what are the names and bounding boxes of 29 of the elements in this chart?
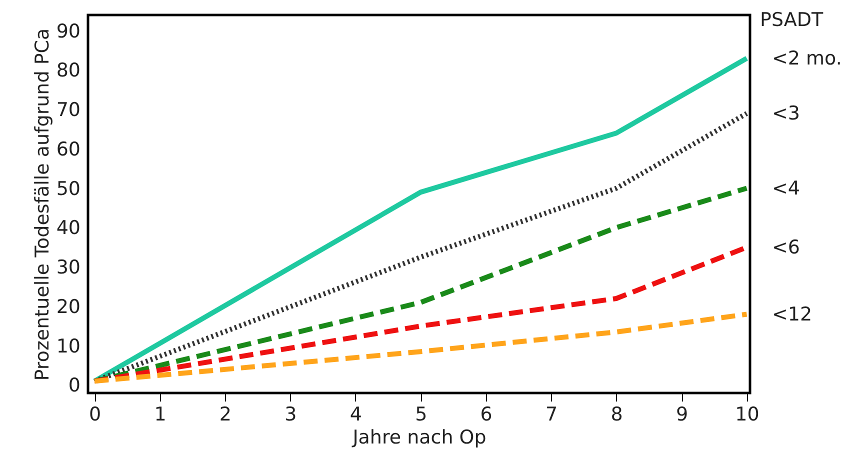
y-tick-label: 0 (68, 374, 80, 397)
x-tick-label: 6 (480, 404, 492, 426)
y-tick-label: 30 (56, 256, 80, 278)
x-tick-label: 3 (284, 404, 297, 426)
y-tick-label: 50 (56, 178, 80, 200)
y-axis-title: Prozentuelle Todesfälle aufgrund PCa (31, 28, 54, 381)
y-tick-label: 20 (56, 296, 80, 318)
y-tick-label: 90 (56, 20, 80, 42)
x-tick-label: 7 (546, 404, 558, 426)
y-tick-label: 40 (56, 217, 80, 240)
x-axis-title: Jahre nach Op (352, 426, 486, 448)
x-tick-label: 1 (154, 404, 166, 426)
series-label: <3 (772, 102, 800, 124)
x-tick-label: 8 (610, 404, 623, 426)
y-tick-label: 60 (56, 138, 80, 160)
x-tick-label: 5 (415, 404, 428, 426)
x-tick-label: 0 (88, 404, 102, 426)
x-tick-label: 9 (676, 404, 688, 426)
legend-title: PSADT (760, 9, 824, 31)
x-tick-label: 2 (219, 404, 232, 426)
y-tick-label: 10 (56, 335, 80, 358)
series-label: <4 (772, 177, 800, 200)
x-tick-label: 4 (350, 404, 362, 426)
x-tick-label: 10 (735, 404, 760, 426)
y-tick-label: 70 (56, 99, 80, 121)
series-label: <6 (772, 236, 800, 258)
y-tick-label: 80 (56, 60, 80, 82)
series-label: <12 (772, 303, 812, 326)
series-label: <2 mo. (772, 47, 842, 70)
